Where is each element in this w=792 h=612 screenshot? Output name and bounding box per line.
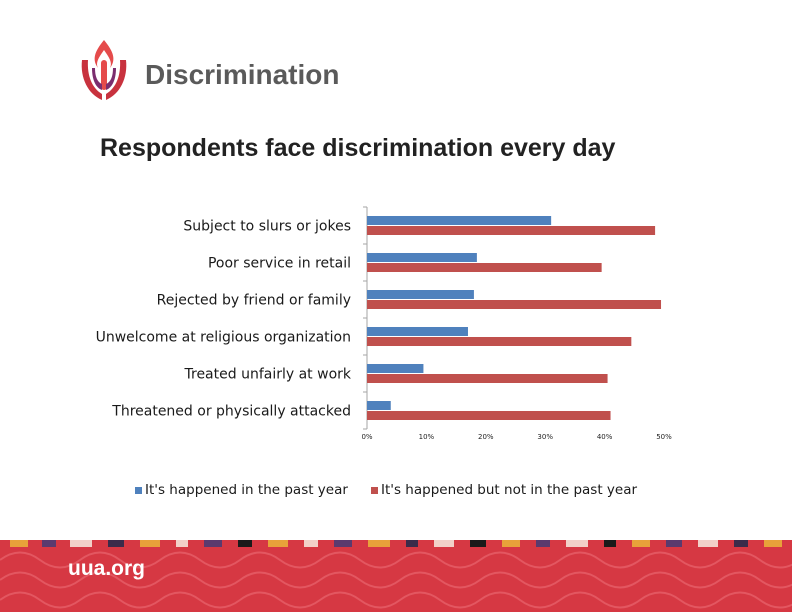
footer-banner: [0, 540, 792, 612]
x-tick-label-5: 50%: [656, 433, 672, 441]
bar-past-year-3: [367, 327, 468, 336]
chart-tick-labels: 0% 10% 20% 30% 40% 50%: [361, 433, 672, 441]
slide-title: Discrimination: [145, 59, 340, 90]
x-tick-label-3: 30%: [537, 433, 553, 441]
bar-chart: Subject to slurs or jokes Poor service in…: [96, 206, 672, 441]
x-tick-label-0: 0%: [361, 433, 372, 441]
uua-chalice-logo: [81, 40, 127, 100]
logo-center-flame: [101, 60, 107, 90]
bar-not-past-year-2: [367, 300, 662, 309]
category-label-1: Poor service in retail: [208, 256, 351, 272]
legend-label-not-past-year: It's happened but not in the past year: [381, 482, 638, 498]
legend-label-past-year: It's happened in the past year: [145, 482, 348, 498]
bar-not-past-year-3: [367, 337, 632, 346]
legend-item-past-year: It's happened in the past year: [135, 482, 348, 498]
bar-not-past-year-4: [367, 374, 608, 383]
logo-inner-left: [92, 68, 102, 90]
bar-past-year-2: [367, 290, 474, 299]
legend-swatch-past-year: [135, 486, 142, 494]
category-label-5: Threatened or physically attacked: [111, 404, 351, 420]
category-label-4: Treated unfairly at work: [184, 367, 352, 383]
bar-not-past-year-0: [367, 226, 656, 235]
slide-subtitle: Respondents face discrimination every da…: [100, 134, 616, 162]
footer-pattern: [0, 551, 792, 609]
chart-category-labels: Subject to slurs or jokes Poor service in…: [96, 219, 352, 420]
category-label-0: Subject to slurs or jokes: [183, 219, 351, 235]
footer-url: uua.org: [68, 557, 145, 580]
chart-legend: It's happened in the past year It's happ…: [0, 482, 792, 502]
bar-past-year-5: [367, 401, 391, 410]
logo-chalice-right: [106, 60, 127, 100]
x-tick-label-4: 40%: [597, 433, 613, 441]
category-label-3: Unwelcome at religious organization: [96, 330, 351, 346]
bar-past-year-4: [367, 364, 424, 373]
chart-bars: [367, 216, 662, 420]
x-tick-label-2: 20%: [478, 433, 494, 441]
logo-inner-right: [106, 68, 116, 90]
logo-chalice-left: [81, 60, 102, 100]
bar-past-year-0: [367, 216, 552, 225]
category-label-2: Rejected by friend or family: [157, 293, 351, 309]
legend-item-not-past-year: It's happened but not in the past year: [371, 482, 637, 498]
footer-color-stripe: [0, 540, 792, 547]
legend-swatch-not-past-year: [371, 486, 378, 494]
bar-not-past-year-5: [367, 411, 611, 420]
chart-axis: [363, 206, 368, 430]
logo-flame: [94, 40, 114, 68]
x-tick-label-1: 10%: [419, 433, 435, 441]
bar-past-year-1: [367, 253, 477, 262]
bar-not-past-year-1: [367, 263, 602, 272]
